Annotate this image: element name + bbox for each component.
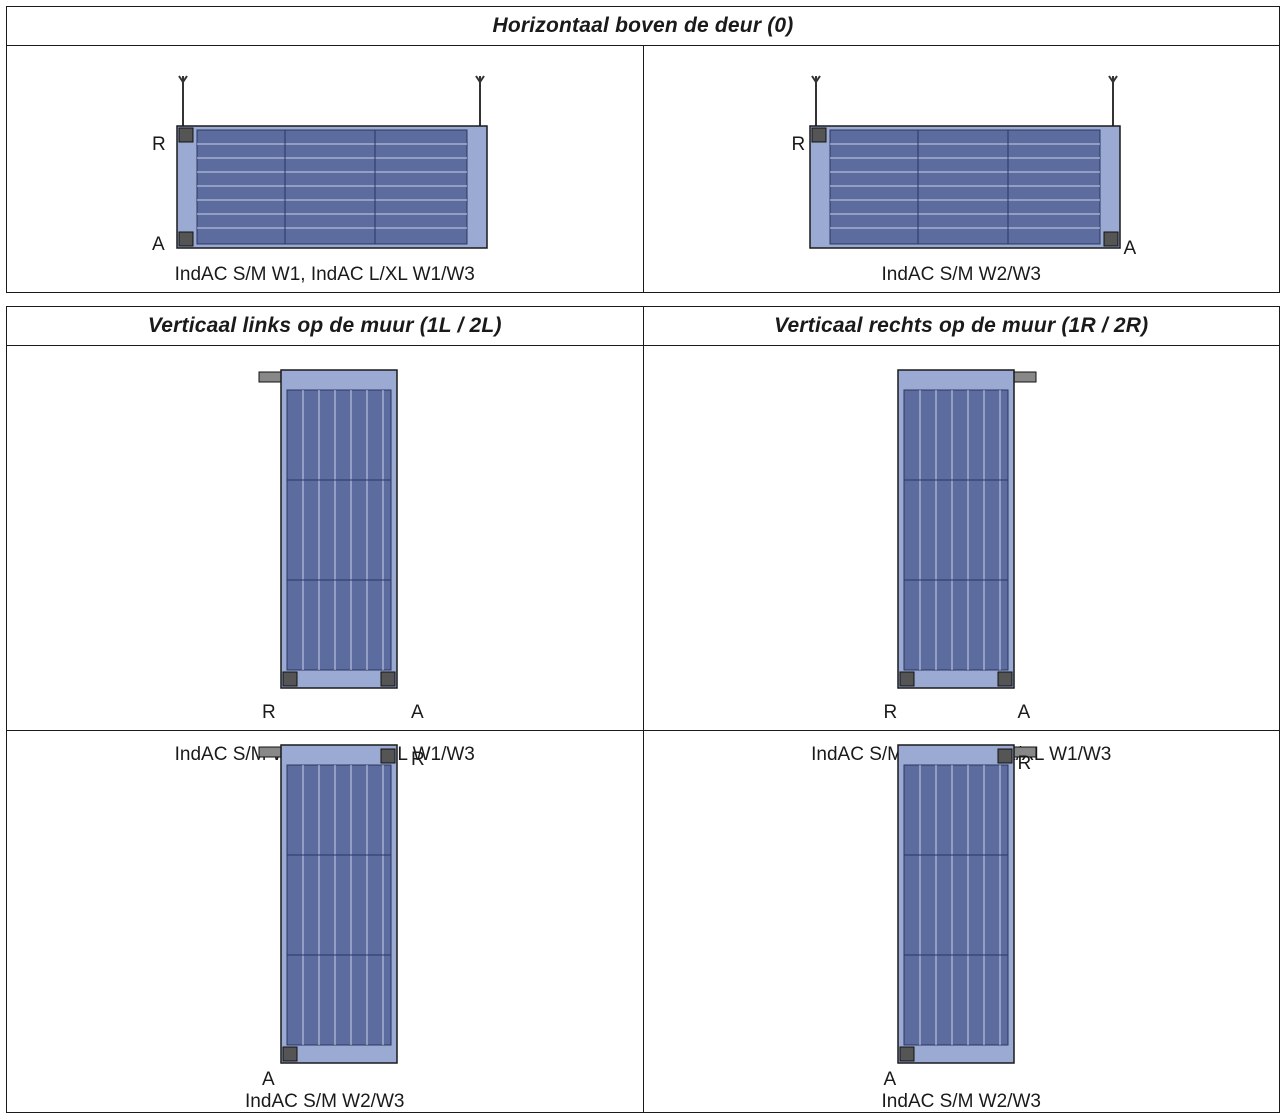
vertical-unit-drawing xyxy=(896,744,1036,1064)
vertical-right-title: Verticaal rechts op de muur (1R / 2R) xyxy=(642,307,1280,345)
horizontal-left-label-r: R xyxy=(152,134,166,155)
vertical-mounting-table: Verticaal links op de muur (1L / 2L) Ver… xyxy=(6,306,1280,1113)
vertical-row1-left: R A IndAC S/M W1, IndAC L/XL W1/W3 xyxy=(7,346,643,765)
v-r1-right-label-r: R xyxy=(883,702,898,723)
v-r2-left-label-a: A xyxy=(262,1069,275,1090)
v-r2-left-label-r: R xyxy=(411,749,425,770)
vertical-row2-right: R A IndAC S/M W2/W3 xyxy=(642,731,1280,1113)
vertical-row1-right: R A IndAC S/M W1, IndAC L/XL W1/W3 xyxy=(642,346,1280,765)
v-r2-left-caption: IndAC S/M W2/W3 xyxy=(245,1091,405,1112)
horizontal-cell-left: R A IndAC S/M W1, IndAC L/XL W1/W3 xyxy=(7,46,643,293)
horizontal-left-label-a: A xyxy=(152,234,165,255)
horizontal-right-label-r: R xyxy=(791,134,806,155)
horizontal-title: Horizontaal boven de deur (0) xyxy=(492,14,794,37)
horizontal-mounting-table: Horizontaal boven de deur (0) xyxy=(6,6,1280,293)
horizontal-right-label-a: A xyxy=(1123,238,1137,259)
unit-horizontal xyxy=(176,75,488,249)
vertical-left-title: Verticaal links op de muur (1L / 2L) xyxy=(147,314,502,337)
horizontal-header: Horizontaal boven de deur (0) xyxy=(7,7,1279,46)
horizontal-left-caption: IndAC S/M W1, IndAC L/XL W1/W3 xyxy=(174,264,475,285)
v-r1-left-label-r: R xyxy=(262,702,276,723)
horizontal-cell-right: R A IndAC S/M W2/W3 xyxy=(642,46,1280,293)
v-r1-right-label-a: A xyxy=(1017,702,1031,723)
v-r1-left-label-a: A xyxy=(411,702,424,723)
vertical-unit-drawing xyxy=(258,369,398,689)
horizontal-right-caption: IndAC S/M W2/W3 xyxy=(881,264,1041,285)
vertical-header: Verticaal links op de muur (1L / 2L) Ver… xyxy=(7,307,1279,346)
vertical-unit-drawing xyxy=(258,744,398,1064)
v-r2-right-label-a: A xyxy=(883,1069,897,1090)
v-r2-right-label-r: R xyxy=(1017,753,1032,774)
v-r2-right-caption: IndAC S/M W2/W3 xyxy=(881,1091,1041,1112)
horizontal-unit-drawing-right xyxy=(808,75,1121,249)
vertical-unit-drawing xyxy=(896,369,1036,689)
vertical-row2-left: R A IndAC S/M W2/W3 xyxy=(7,731,643,1113)
horizontal-unit-drawing-left xyxy=(176,75,488,249)
